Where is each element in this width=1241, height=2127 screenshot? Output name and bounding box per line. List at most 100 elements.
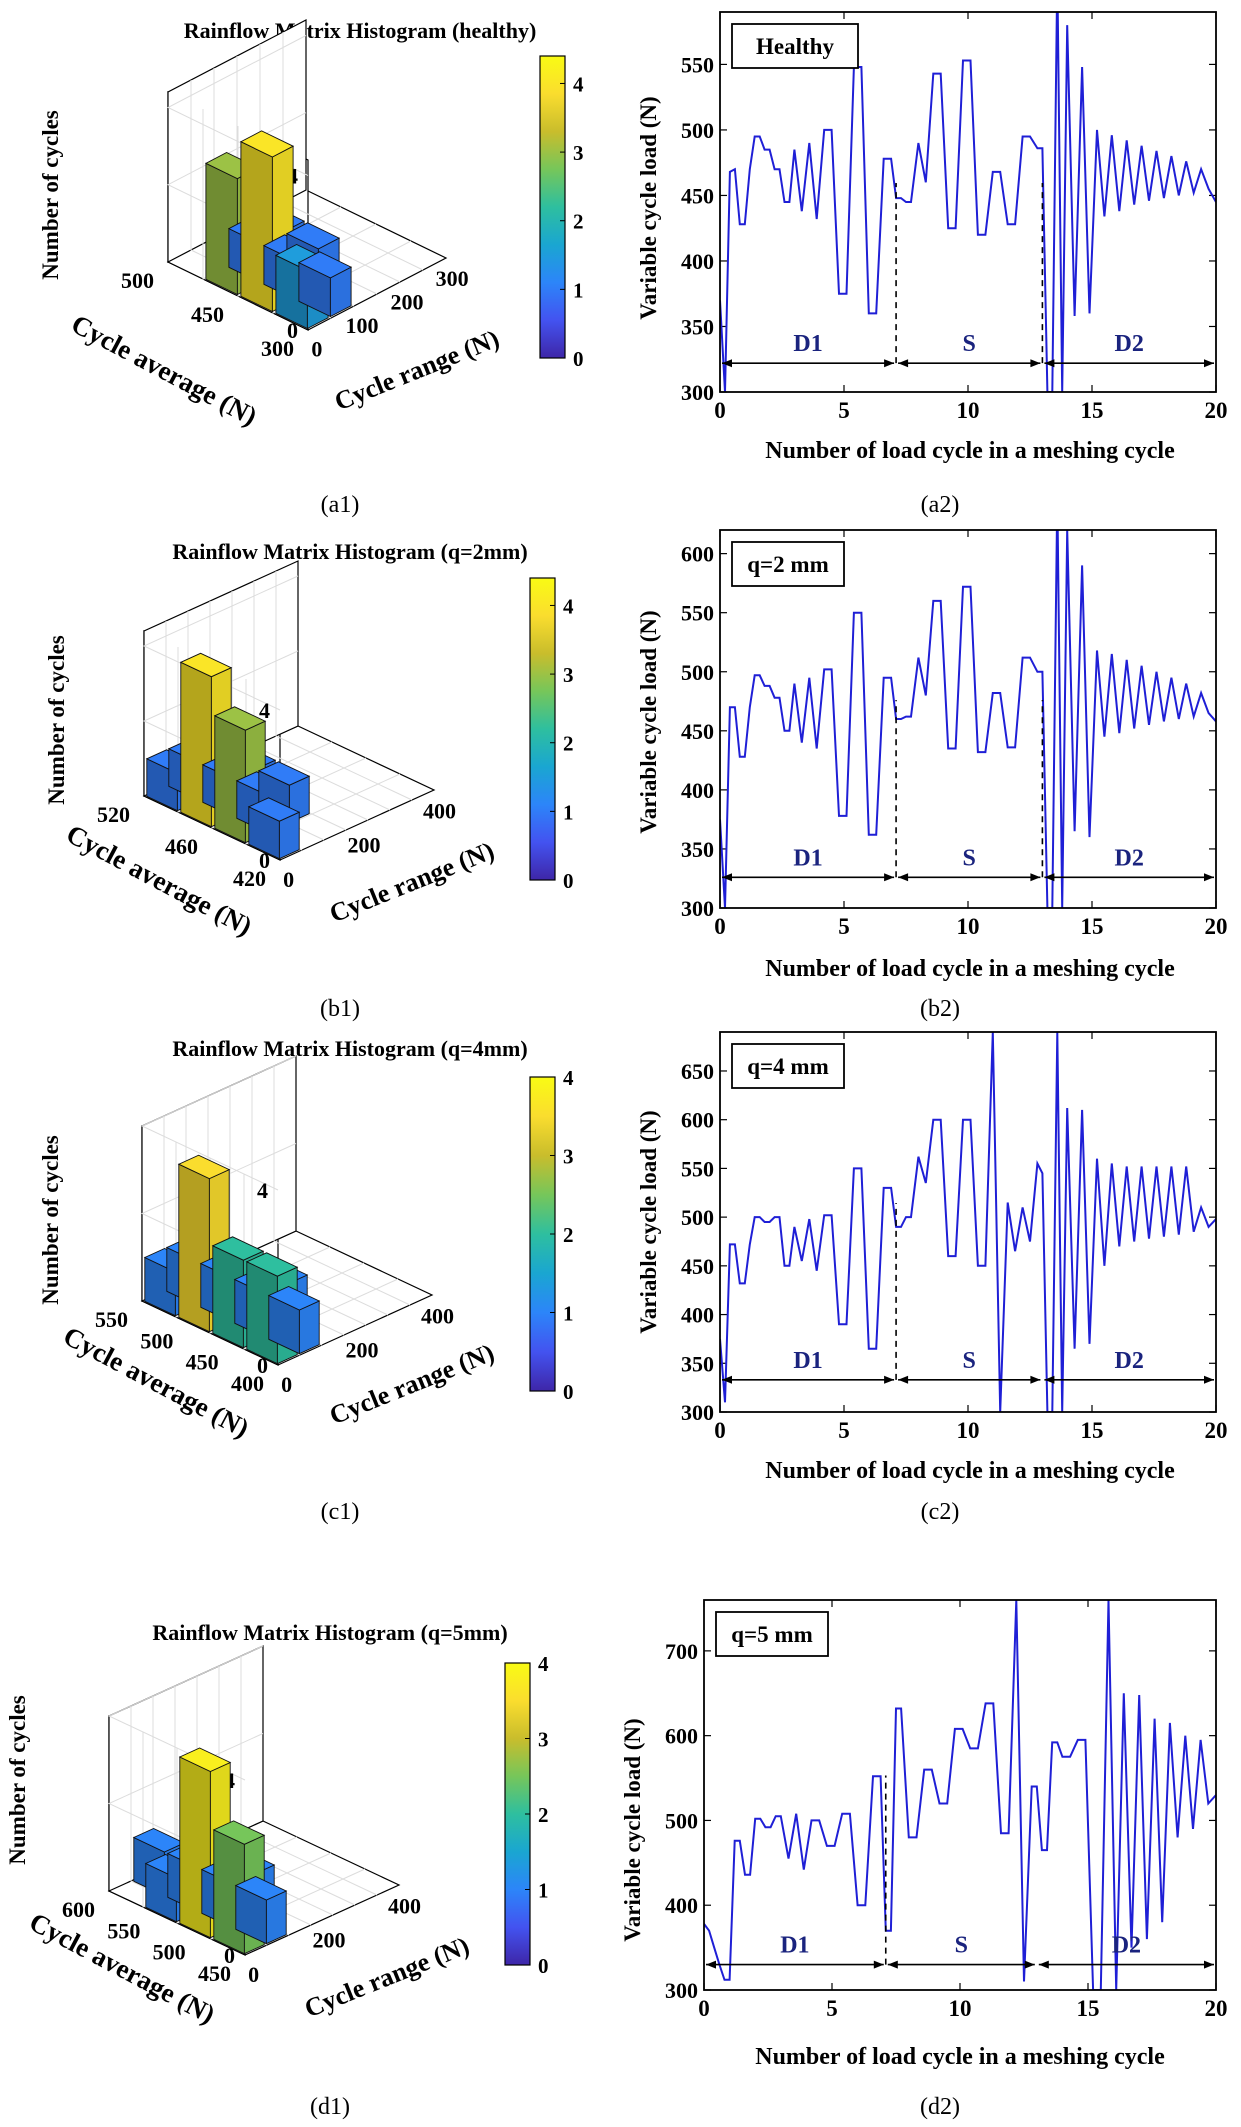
colorbar-tick-label: 0 [573,347,584,371]
chart-title: Rainflow Matrix Histogram (q=4mm) [172,1036,527,1061]
colorbar-tick-label: 1 [563,1302,574,1326]
panel-caption: (d2) [920,2094,960,2120]
segment-label: D2 [1115,845,1144,871]
y-tick-label: 500 [121,268,154,293]
y-tick-label: 450 [191,302,224,327]
segment-arrowhead-left [898,359,909,368]
segment-arrowhead-left [722,1375,732,1384]
y-tick-label: 400 [665,1893,698,1918]
z-tick-label: 4 [257,1178,268,1203]
y-tick-label: 600 [681,542,714,567]
bar [267,1286,321,1355]
y-tick-label: 450 [186,1350,219,1375]
segment-label: D2 [1115,331,1144,357]
y-tick-label: 700 [665,1639,698,1664]
x-tick-label: 0 [698,1996,710,2021]
z-axis-label: Number of cycles [5,1695,30,1865]
y-tick-label: 400 [681,249,714,274]
plot-frame [719,11,1217,393]
segment-arrowhead-right [1204,1960,1214,1969]
legend-box [731,1043,845,1089]
segment-arrowhead-right [1024,1960,1035,1969]
segment-arrowhead-right [884,873,895,882]
bar-top-face [211,1236,265,1261]
y-tick-label: 300 [681,380,714,405]
segment-arrowhead-right [1030,359,1041,368]
y-tick-label: 500 [681,1205,714,1230]
y-axis-label: Cycle average (N) [62,819,257,942]
colorbar-tick-label: 2 [563,732,574,756]
bar-top-face [239,130,295,158]
x-tick-label: 20 [1205,1996,1228,2021]
y-tick-label: 350 [681,1351,714,1376]
y-tick-label: 500 [681,660,714,685]
x-tick-label: 200 [348,833,381,858]
bar [247,797,301,860]
y-tick-label: 550 [107,1918,140,1943]
y-tick-label: 450 [681,719,714,744]
legend-label: q=2 mm [747,552,828,577]
y-tick-label: 500 [665,1808,698,1833]
y-tick-label: 420 [233,866,266,891]
y-tick-label: 300 [681,896,714,921]
z-axis-label: Number of cycles [38,1135,63,1305]
bar [297,251,353,318]
segment-arrowhead-right [1204,1375,1214,1384]
plot-frame [719,1031,1217,1413]
x-tick-label: 400 [421,1303,454,1328]
y-tick-label: 400 [231,1371,264,1396]
x-tick-label: 15 [1081,914,1104,939]
y-tick-label: 520 [97,802,130,827]
x-axis-label: Number of load cycle in a meshing cycle [765,956,1175,982]
segment-arrowhead-left [1044,359,1055,368]
x-tick-label: 5 [838,398,850,423]
x-tick-label: 10 [957,398,980,423]
x-tick-label: 200 [346,1338,379,1363]
bar-top-face [297,251,353,279]
panel-caption: (b1) [320,996,360,1022]
legend-label: q=4 mm [747,1054,828,1079]
x-tick-label: 10 [949,1996,972,2021]
colorbar-tick-label: 2 [563,1223,574,1247]
colorbar-tick-label: 4 [538,1652,549,1676]
plot-frame [719,529,1217,909]
y-tick-label: 550 [95,1307,128,1332]
segment-label: D2 [1112,1933,1141,1959]
colorbar-tick-label: 3 [538,1728,549,1752]
z-tick-label: 4 [259,698,270,723]
chart-title: Rainflow Matrix Histogram (healthy) [184,18,537,43]
y-tick-label: 500 [681,118,714,143]
segment-arrowhead-left [1038,1960,1049,1969]
x-tick-label: 0 [714,398,726,423]
grid-line [142,575,299,711]
colorbar-tick-label: 1 [573,278,584,302]
bar-top-face [179,652,233,678]
panel-d2-line: Variable cycle load (N) Number of load c… [620,1599,1228,2120]
x-tick-label: 300 [436,266,469,291]
z-axis-label: Number of cycles [44,635,69,805]
bar-top-face [178,1747,232,1772]
y-tick-label: 300 [665,1978,698,2003]
y-tick-label: 600 [62,1897,95,1922]
y-axis-label: Variable cycle load (N) [636,1110,661,1333]
x-tick-label: 200 [313,1928,346,1953]
chart-title: Rainflow Matrix Histogram (q=5mm) [152,1620,507,1645]
x-axis-label: Number of load cycle in a meshing cycle [765,1458,1175,1484]
colorbar [529,577,556,881]
x-tick-label: 20 [1205,914,1228,939]
colorbar-tick-label: 0 [563,1380,574,1404]
colorbar-tick-label: 4 [563,594,574,618]
colorbar-tick-label: 1 [538,1879,549,1903]
grid-line [176,1748,332,1924]
panel-c1-histogram: Rainflow Matrix Histogram (q=4mm) 0 2 4 0 20… [38,1036,574,1525]
bar-top-face [213,706,267,731]
segment-arrowhead-left [1044,873,1055,882]
colorbar-tick-label: 1 [563,800,574,824]
colorbar-tick-label: 3 [563,1145,574,1169]
colorbar-tick-label: 2 [573,210,584,234]
grid-line [275,571,413,801]
bar-top-face [257,761,311,786]
panel-a1-histogram: Rainflow Matrix Histogram (healthy) 0 2 4 0… [38,18,584,518]
segment-arrowhead-right [884,1375,895,1384]
